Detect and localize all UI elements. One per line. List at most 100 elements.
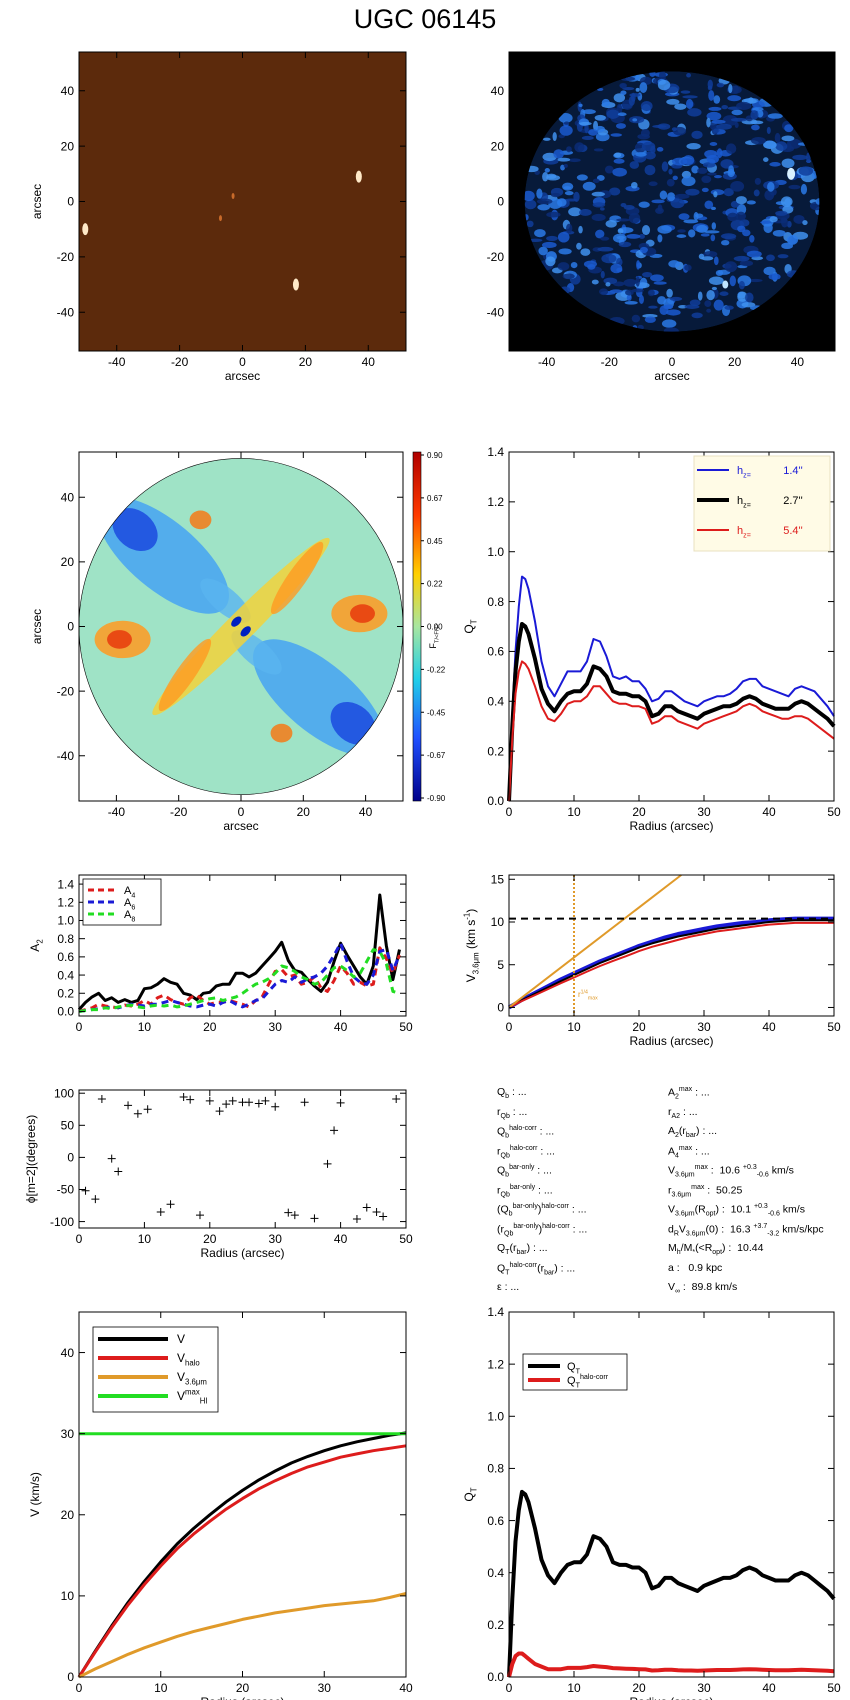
image2-blob: [563, 186, 571, 190]
image2-blob: [763, 140, 777, 150]
phase-point: [362, 1203, 371, 1212]
qt-hz-legend-prefix: hz=​: [737, 525, 751, 539]
image2-blob: [724, 305, 734, 310]
rotation_curve-xlabel: Radius (arcsec): [200, 1695, 284, 1700]
rotation_stellar-ytick-label: 5: [497, 958, 504, 972]
image2-blob: [568, 158, 581, 163]
qt_hz-ytick-label: 0.0: [487, 794, 504, 808]
qt_hz-ylabel: QT​: [462, 619, 479, 633]
image2-blob: [559, 125, 573, 136]
image2-blob: [546, 211, 561, 218]
image2-blob: [656, 147, 664, 152]
rotation_curve-series-V_halo: [77, 1444, 407, 1678]
image2-blob: [579, 209, 592, 216]
qt_hz-ytick-label: 1.0: [487, 545, 504, 559]
qt_hz-ytick-label: 1.2: [487, 495, 504, 509]
image1-source: [292, 278, 299, 291]
image1-ylabel: arcsec: [30, 184, 44, 219]
image2-blob: [609, 289, 623, 294]
image2-blob: [592, 178, 600, 184]
ratio_map-xtick-label: 20: [297, 805, 311, 819]
image2-blob: [618, 241, 632, 248]
image2-blob: [704, 200, 714, 210]
image2-blob: [666, 288, 673, 298]
image2-blob: [701, 256, 714, 261]
image2-blob: [688, 229, 696, 238]
ratio_map-xlabel: arcsec: [223, 819, 258, 833]
phase-chart: 0 10 20 30 40 50 -100 -50 0 50 100 Radius (arcsec) ϕ…: [24, 1086, 413, 1260]
amplitudes-chart: 0 10 20 30 40 50 0.0 0.2 0.4 0.6 0.8 1.0 1.2 1.4 A2​ A4…: [28, 874, 413, 1034]
image2-blob: [687, 108, 702, 117]
image2-blob: [713, 256, 719, 266]
image2-blob: [809, 201, 820, 211]
image2-blob: [766, 254, 775, 262]
amplitudes-ytick-label: 0.2: [57, 986, 74, 1000]
image2-blob: [716, 148, 723, 159]
image2-blob: [815, 198, 820, 205]
image2-blob: [750, 110, 759, 120]
image2-blob: [537, 204, 550, 211]
image2-blob: [596, 174, 605, 181]
amplitudes-ytick-label: 1.4: [57, 877, 74, 891]
image2-blob: [746, 200, 756, 205]
image2-blob: [666, 98, 680, 105]
image1-chart: -40 -20 0 20 40 -40 -20 0 20 40 arcsec arcsec: [30, 51, 407, 383]
image2-blob: [581, 135, 594, 141]
rotation_stellar-series-5.4'': [508, 921, 834, 1009]
image2-blob: [680, 90, 691, 94]
ratio_map-xtick-label: 40: [359, 805, 373, 819]
phase-point: [107, 1154, 116, 1163]
qt_hz-xtick-label: 50: [827, 805, 841, 819]
amplitudes-frame: [78, 874, 407, 1017]
qt-hz-legend-label: 2.7'': [783, 495, 803, 507]
image2-blob: [700, 233, 710, 237]
rotation_stellar-xtick-label: 20: [632, 1020, 646, 1034]
image2-blob: [666, 178, 675, 187]
image2-blob: [706, 289, 715, 301]
image2-blob: [606, 109, 620, 119]
image2-blob: [601, 253, 617, 264]
qt_halo-xtick-label: 40: [762, 1681, 776, 1695]
image2-blob: [724, 261, 738, 273]
image2-blob: [564, 191, 574, 196]
qt_halo-ytick-label: 1.4: [487, 1305, 504, 1319]
image2-blob: [697, 291, 703, 301]
image2-blob: [563, 121, 570, 125]
qt_hz-frame: [508, 451, 835, 802]
parameter-eps: ε : ...: [497, 1281, 520, 1293]
qt_halo-series-Q_T: [507, 1489, 836, 1678]
image2-blob: [683, 219, 699, 224]
phase-point: [392, 1094, 401, 1103]
image2-blob: [641, 225, 651, 236]
qt_halo-xtick-label: 50: [827, 1681, 841, 1695]
qt_hz-xtick-label: 40: [762, 805, 776, 819]
image2-blob: [542, 152, 557, 162]
ratio_map-ytick-label: 20: [61, 555, 75, 569]
image2-blob: [644, 164, 656, 176]
image2-blob: [593, 148, 604, 152]
image2-blob: [642, 314, 658, 318]
image2-blob: [626, 294, 632, 301]
rotation_stellar-xtick-label: 50: [827, 1020, 841, 1034]
image2-blob: [706, 172, 717, 176]
ratio-positive-spot: [270, 723, 293, 743]
image2-blob: [524, 190, 535, 202]
qt_halo-ytick-label: 0.6: [487, 1514, 504, 1528]
image2-blob: [741, 302, 756, 308]
image2-blob: [749, 234, 755, 243]
image2-blob: [623, 204, 635, 210]
colorbar-tick-label: -0.22: [427, 665, 446, 674]
qt_hz-series-5.4'': [508, 660, 835, 802]
image2-blob: [769, 216, 778, 223]
image2-blob: [631, 181, 638, 189]
ratio-positive-spot: [189, 510, 212, 530]
image2-blob: [721, 239, 730, 246]
phase-point: [91, 1195, 100, 1204]
phase-point: [323, 1159, 332, 1168]
image2-blob: [728, 83, 733, 94]
phase-point: [300, 1098, 309, 1107]
image2-blob: [678, 304, 688, 309]
image2-blob: [769, 162, 781, 167]
image2-blob: [714, 175, 722, 179]
image2-blob: [730, 181, 745, 192]
